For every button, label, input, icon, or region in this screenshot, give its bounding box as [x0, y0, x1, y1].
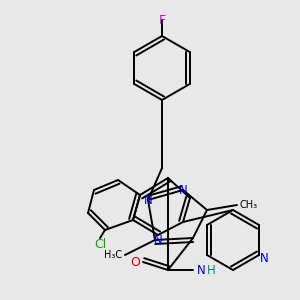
Text: N: N — [196, 263, 206, 277]
Text: O: O — [130, 256, 140, 268]
Text: N: N — [144, 194, 152, 206]
Text: N: N — [154, 233, 162, 247]
Text: N: N — [260, 251, 268, 265]
Text: H₃C: H₃C — [104, 250, 122, 260]
Text: Cl: Cl — [94, 238, 106, 251]
Text: CH₃: CH₃ — [240, 200, 258, 210]
Text: N: N — [178, 184, 188, 196]
Text: F: F — [158, 14, 166, 26]
Text: H: H — [207, 263, 215, 277]
